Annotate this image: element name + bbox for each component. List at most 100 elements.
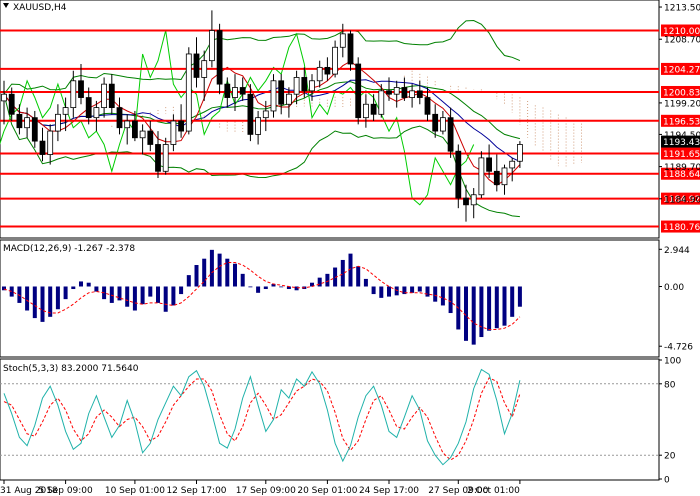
candle-body xyxy=(501,167,508,186)
level-tag xyxy=(661,147,700,160)
macd-bar xyxy=(394,286,399,296)
macd-bar xyxy=(233,263,237,287)
candle-body xyxy=(193,53,200,78)
price-axis: 1210.00 1204.27 1200.83 1196.53 1191.65 1188.… xyxy=(659,4,700,233)
candle-body xyxy=(301,77,308,92)
candle-body xyxy=(232,87,238,98)
macd-bar xyxy=(209,249,214,287)
candle xyxy=(509,157,516,182)
time-tick-label: 27 Sep 09:00 xyxy=(428,486,488,496)
candle xyxy=(463,184,469,222)
macd-bar xyxy=(348,253,353,287)
stoch-axis: 100 80 20 0 xyxy=(659,357,681,486)
candle-body xyxy=(16,113,23,129)
candle xyxy=(409,84,416,108)
level-tag-label: 1184.92 xyxy=(663,195,700,205)
time-tick-label: 2 Oct 01:00 xyxy=(467,486,520,496)
candle-body xyxy=(124,120,131,129)
candle-body xyxy=(432,113,439,132)
candle xyxy=(370,94,377,122)
candle-body xyxy=(255,117,262,135)
macd-bar xyxy=(440,286,445,306)
time-tick-label: 17 Sep 09:00 xyxy=(236,486,296,496)
macd-bar xyxy=(9,286,14,297)
macd-tick-label: -4.726 xyxy=(664,343,693,353)
macd-bar xyxy=(502,286,507,326)
candle-body xyxy=(332,46,339,75)
stoch-tick-label: 20 xyxy=(664,452,676,462)
macd-bar xyxy=(286,286,291,290)
candle-body xyxy=(293,77,300,95)
candle xyxy=(24,107,31,138)
candle-body xyxy=(47,130,54,155)
time-tick-label: 24 Sep 17:00 xyxy=(359,486,419,496)
stoch-level-lines xyxy=(0,383,659,456)
macd-bar xyxy=(225,258,230,287)
candle-body xyxy=(39,140,46,155)
candle xyxy=(278,74,285,115)
time-tick-label: 5 Sep 09:00 xyxy=(38,486,93,496)
macd-bar xyxy=(55,286,60,310)
stoch-panel[interactable]: Stoch(5,3,3) 83.2000 71.5640 xyxy=(0,358,660,481)
candle xyxy=(285,87,292,118)
candle-body xyxy=(139,130,146,139)
stoch-panel-frame xyxy=(0,358,660,481)
price-tick-label: 1208.70 xyxy=(664,36,700,46)
level-tag-label: 1204.27 xyxy=(663,65,700,75)
candle xyxy=(493,154,500,192)
macd-bar xyxy=(194,265,199,287)
candle-body xyxy=(270,80,277,112)
macd-bar xyxy=(340,259,345,287)
candle xyxy=(55,104,61,142)
macd-bar xyxy=(86,282,91,287)
macd-bar xyxy=(40,286,45,322)
time-tick-label: 10 Sep 01:00 xyxy=(105,486,165,496)
stoch-tick-label: 80 xyxy=(664,380,676,390)
candle xyxy=(8,87,15,122)
macd-bar xyxy=(363,278,368,287)
macd-bar xyxy=(117,286,122,301)
candle-body xyxy=(347,33,354,65)
candle-body xyxy=(285,93,292,105)
candle-body xyxy=(486,157,493,172)
candle-body xyxy=(493,170,500,186)
stoch-lines xyxy=(3,368,521,466)
macd-bar xyxy=(387,286,391,297)
price-panel[interactable]: XAUUSD,H4 xyxy=(0,0,660,239)
candle-body xyxy=(447,117,454,152)
macd-bar xyxy=(479,286,484,338)
candle-body xyxy=(463,197,469,206)
stoch-tick-label: 100 xyxy=(664,357,681,367)
macd-bar xyxy=(448,286,453,314)
candle xyxy=(31,110,38,148)
bollinger-upper-line xyxy=(3,19,521,95)
symbol-dropdown-icon[interactable] xyxy=(3,3,9,8)
level-tag xyxy=(661,220,700,233)
candle xyxy=(193,37,200,88)
candle-body xyxy=(439,117,446,132)
candle-body xyxy=(401,87,408,98)
macd-bar xyxy=(494,286,499,329)
macd-bar xyxy=(79,281,83,287)
macd-bar xyxy=(371,286,376,295)
macd-bar xyxy=(171,286,176,306)
candle-body xyxy=(101,83,107,109)
stoch-main-line xyxy=(3,368,521,466)
macd-label: MACD(12,26,9) -1.267 -2.378 xyxy=(3,244,135,254)
candle xyxy=(93,100,100,132)
macd-bar xyxy=(186,275,191,287)
macd-panel[interactable]: MACD(12,26,9) -1.267 -2.378 xyxy=(0,239,660,358)
candle xyxy=(339,23,346,58)
macd-bar xyxy=(217,253,222,287)
candle-body xyxy=(93,107,100,119)
level-tag-label: 1191.65 xyxy=(663,150,700,160)
candle-body xyxy=(155,144,161,172)
candle-body xyxy=(393,87,400,95)
candle-body xyxy=(424,97,431,115)
level-tag xyxy=(661,192,700,205)
candle xyxy=(501,164,508,195)
candle xyxy=(316,60,323,88)
candle xyxy=(131,110,138,142)
